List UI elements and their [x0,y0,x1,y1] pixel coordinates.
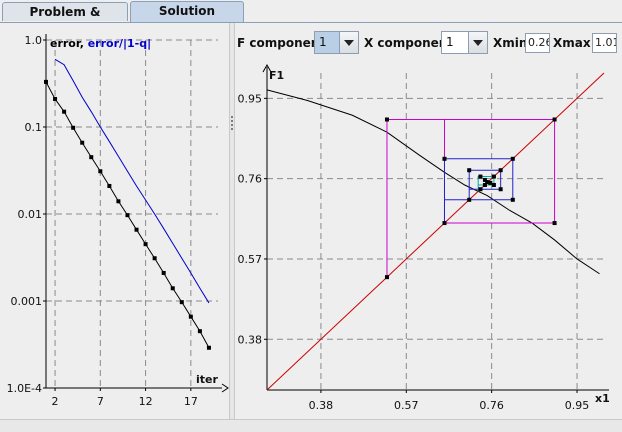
x-tick-label: 2 [52,395,59,408]
data-point [197,329,202,334]
iterate-point [442,221,447,226]
x-tick-label: 0.57 [394,399,419,412]
tab-solution-analysis[interactable]: Solution analysis [130,1,244,37]
iterate-point [478,187,483,192]
x-tick-label: 12 [139,395,153,408]
chart-legend: error, error/|1-q| [50,37,151,50]
iterate-point [510,197,515,202]
data-point [62,109,67,114]
iterate-point [510,156,515,161]
xmax-field[interactable]: 1.01 [592,33,617,53]
y-tick-label: 0.76 [238,173,263,186]
xmin-label: Xmin [493,36,528,50]
x-tick-label: 0.95 [565,399,590,412]
iterate-point [498,168,503,173]
x-axis-label: x1 [595,392,610,405]
iterate-point [478,174,483,179]
x-axis-arrow [221,383,229,393]
data-point [107,183,112,188]
data-point [206,345,211,350]
iterate-point [552,221,557,226]
data-point [134,227,139,232]
data-point [80,140,85,145]
x-component-select[interactable]: 1 [441,31,488,54]
y-axis-label: F1 [269,69,284,82]
xmin-field[interactable]: 0.26 [525,33,550,53]
x-tick-label: 17 [184,395,198,408]
f-component-label: F component [237,36,326,50]
data-point [143,242,148,247]
f-component-select[interactable]: 1 [314,31,359,54]
iterate-point [467,168,472,173]
x-component-value: 1 [446,35,454,49]
data-point [152,256,157,261]
iterate-point [482,177,487,182]
convergence-pane: 1.0 0.1 0.01 0.001 1.0E-4 2 7 12 17 iter error, er… [0,23,229,419]
x-axis-label: iter [196,373,218,386]
y-tick-label: 0.95 [238,92,263,105]
y-tick-label: 0.1 [25,121,43,134]
data-point [98,169,103,174]
function-curve [266,89,600,275]
data-point [89,155,94,160]
legend-entry: , [80,37,88,50]
x-tick-label: 7 [97,395,104,408]
y-axis-arrow [262,63,272,73]
y-tick-label: 0.001 [11,295,43,308]
data-point [188,314,193,319]
xmax-label: Xmax [553,36,591,50]
iterate-point [552,117,557,122]
chevron-down-icon[interactable] [339,32,358,53]
iterate-point [384,117,389,122]
y-tick-label: 1.0E-4 [7,382,42,395]
y-tick-label: 0.57 [238,253,263,266]
data-point [44,79,48,84]
iterate-point [488,180,493,185]
iterate-point [384,275,389,280]
data-point [179,300,184,305]
y-tick-label: 0.01 [18,208,43,221]
iterate-point [467,197,472,202]
cobweb-chart: 0.95 0.76 0.57 0.38 0.38 0.57 0.76 0.95 F1 x1 [238,63,610,412]
legend-entry: error [50,37,82,50]
legend-entry: error/|1-q| [88,37,151,50]
tab-problem-method[interactable]: Problem & method [2,2,128,38]
x-tick-label: 0.76 [479,399,504,412]
data-point [125,213,130,218]
data-point [170,286,175,291]
series-line [54,58,210,304]
data-point [161,270,166,275]
x-component-label: X component [364,36,454,50]
data-point [71,125,76,130]
y-tick-label: 1.0 [25,34,43,47]
iterate-point [442,156,447,161]
status-bar [0,419,622,432]
split-divider[interactable] [229,23,235,419]
iterate-point [491,183,496,188]
data-point [116,199,121,204]
convergence-chart: 1.0 0.1 0.01 0.001 1.0E-4 2 7 12 17 iter error, er… [7,34,229,408]
f-component-value: 1 [315,32,343,53]
identity-line [266,72,605,391]
data-point [53,96,58,101]
y-tick-label: 0.38 [238,333,263,346]
tab-bar: Problem & method Solution analysis [0,0,622,38]
iterate-point [498,187,503,192]
fixed-point-pane: 0.95 0.76 0.57 0.38 0.38 0.57 0.76 0.95 F1 x1 [235,23,622,419]
iterate-point [491,174,496,179]
chevron-down-icon[interactable] [468,32,487,53]
x-tick-label: 0.38 [309,399,334,412]
iterate-point [482,183,487,188]
iterate-point [485,180,490,185]
